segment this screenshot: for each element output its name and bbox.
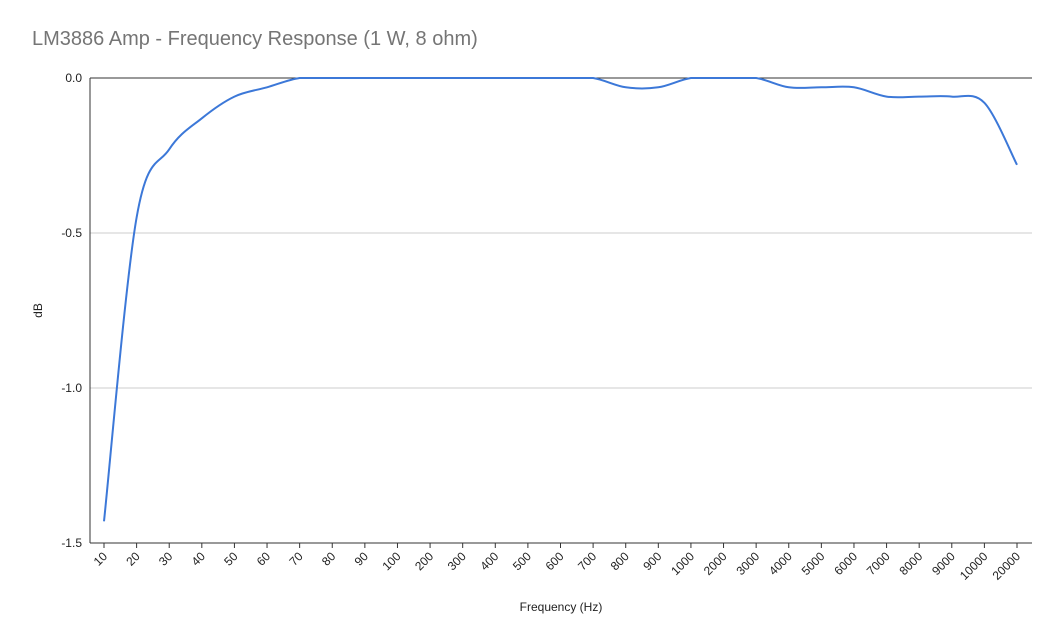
chart-title: LM3886 Amp - Frequency Response (1 W, 8 …: [32, 28, 478, 50]
x-tick-label: 8000: [897, 549, 926, 578]
x-tick-label: 4000: [766, 549, 795, 578]
x-axis-title: Frequency (Hz): [520, 600, 603, 614]
y-tick-label: -0.5: [61, 226, 82, 240]
x-tick-label: 5000: [799, 549, 828, 578]
x-tick-label: 20: [123, 549, 143, 569]
y-tick-label: 0.0: [65, 71, 82, 85]
x-tick-label: 30: [156, 549, 176, 569]
x-tick-label: 10: [91, 549, 111, 569]
x-tick-label: 90: [352, 549, 372, 569]
x-tick-label: 900: [640, 549, 664, 573]
x-tick-label: 2000: [701, 549, 730, 578]
gridlines: [90, 232, 1032, 544]
x-tick-label: 9000: [929, 549, 958, 578]
x-tick-label: 50: [221, 549, 241, 569]
x-tick-label: 800: [608, 549, 632, 573]
y-axis-title: dB: [31, 303, 45, 318]
x-tick-label: 3000: [733, 549, 762, 578]
x-axis-ticks: 10 20 30 40 50 60 70 80 90 100 200 300 400 500 600 700 8…: [91, 543, 1024, 583]
y-tick-label: -1.5: [61, 536, 82, 550]
x-tick-label: 600: [543, 549, 567, 573]
x-tick-label: 7000: [864, 549, 893, 578]
x-tick-label: 1000: [668, 549, 697, 578]
x-tick-label: 60: [254, 549, 274, 569]
y-tick-label: -1.0: [61, 381, 82, 395]
x-tick-label: 80: [319, 549, 339, 569]
series-line: [103, 76, 1018, 522]
x-tick-label: 40: [189, 549, 209, 569]
x-tick-label: 100: [380, 549, 404, 573]
series-layer: [103, 76, 1018, 522]
x-tick-label: 6000: [831, 549, 860, 578]
x-tick-label: 300: [445, 549, 469, 573]
x-tick-label: 20000: [990, 549, 1024, 583]
x-tick-label: 400: [477, 549, 501, 573]
y-axis-ticks: 0.0 -0.5 -1.0 -1.5: [61, 71, 82, 550]
x-tick-label: 500: [510, 549, 534, 573]
x-tick-label: 200: [412, 549, 436, 573]
x-tick-label: 70: [286, 549, 306, 569]
x-tick-label: 700: [575, 549, 599, 573]
x-tick-label: 10000: [957, 549, 991, 583]
